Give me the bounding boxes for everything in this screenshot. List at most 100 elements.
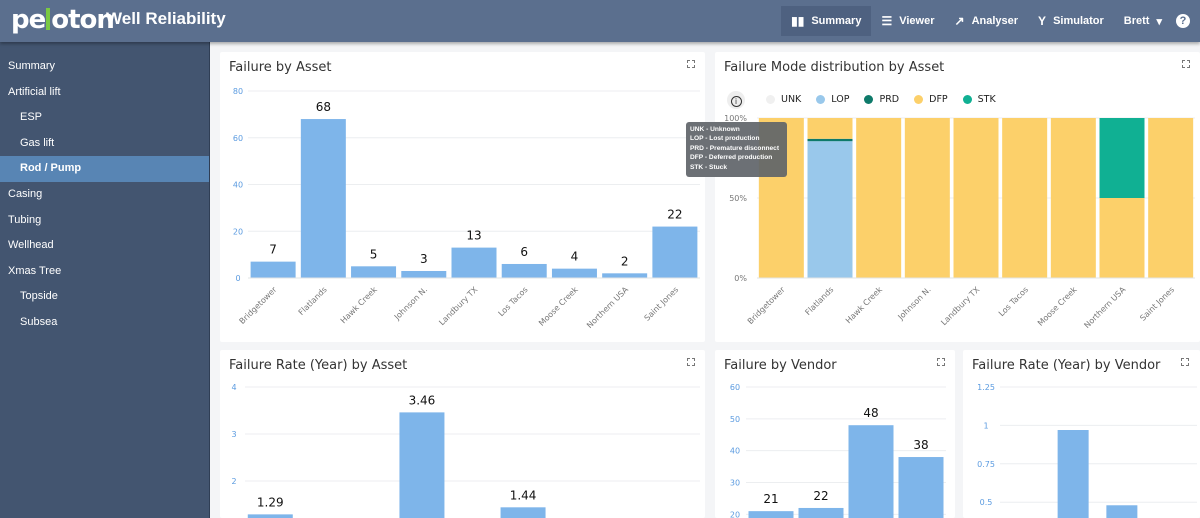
panel-title: Failure by Vendor [724, 358, 837, 373]
sidebar-item-wellhead[interactable]: Wellhead [8, 239, 54, 252]
x-tick-label: Johnson N. [392, 285, 429, 322]
bar [898, 457, 944, 518]
tooltip-line: LOP - Lost production [690, 135, 760, 143]
panel-title: Failure Rate (Year) by Asset [229, 358, 408, 373]
bar [451, 247, 497, 278]
legend-label: STK [977, 94, 996, 105]
nav-simulator[interactable]: Y Simulator [1028, 6, 1114, 36]
data-label: 3.46 [409, 393, 436, 407]
data-label: 13 [466, 229, 481, 243]
chart-0: 0 20 40 60 80 7 Bridgetower 68 Flatlands 5 Hawk Cr… [233, 87, 700, 330]
nav-viewer[interactable]: ☰ Viewer [871, 6, 944, 36]
expand-icon[interactable] [687, 60, 695, 68]
sidebar-item-summary[interactable]: Summary [8, 60, 56, 72]
help-icon[interactable]: ? [1176, 14, 1190, 28]
nav-analyser[interactable]: ↗ Analyser [945, 6, 1029, 36]
sidebar-item-artificial-lift[interactable]: Artificial lift [8, 85, 61, 98]
bar-chart-icon: ▮▮ [791, 14, 805, 28]
bar-segment-dfp [807, 118, 853, 139]
bar-segment-stk [1099, 118, 1145, 198]
legend-label: PRD [879, 94, 900, 105]
bar [1106, 505, 1138, 518]
expand-icon[interactable] [687, 358, 695, 366]
nav-label: Analyser [971, 15, 1019, 27]
x-tick-label: Bridgetower [238, 285, 279, 326]
sidebar-item-tubing[interactable]: Tubing [8, 213, 42, 226]
user-menu[interactable]: Brett ▾ [1114, 6, 1172, 36]
y-tick-label: 100% [724, 114, 747, 123]
y-tick-label: 1 [983, 421, 988, 430]
y-tick-label: 4 [231, 383, 236, 392]
sidebar-item-esp[interactable]: ESP [20, 111, 43, 124]
legend-item-unk[interactable]: UNK [766, 94, 801, 105]
x-tick-label: Landbury TX [939, 285, 982, 328]
bar [500, 507, 546, 518]
chart-3: 20 30 40 50 60 21 22 48 38 [730, 383, 946, 518]
nav-label: Simulator [1053, 15, 1104, 27]
legend-label: DFP [929, 94, 948, 105]
bar [401, 270, 447, 278]
expand-icon[interactable] [1182, 60, 1190, 68]
chart-2: 2 3 4 1.29 3.46 1.44 [231, 383, 700, 518]
peloton-logo[interactable]: pe oton [11, 5, 115, 35]
x-tick-label: Hawk Creek [339, 285, 379, 325]
bar [351, 266, 397, 278]
data-label: 5 [370, 247, 378, 261]
sidebar-item-topside[interactable]: Topside [20, 290, 58, 303]
list-icon: ☰ [881, 14, 893, 28]
x-tick-label: Landbury TX [437, 285, 480, 328]
panel-title: Failure by Asset [229, 60, 332, 75]
y-tick-label: 1.25 [977, 383, 995, 392]
x-tick-label: Northern USA [585, 285, 630, 330]
sidebar-item-rod-pump[interactable]: Rod / Pump [0, 156, 209, 182]
legend-dot [864, 95, 874, 104]
trend-icon: ↗ [954, 14, 965, 28]
bar [652, 226, 698, 278]
x-tick-label: Moose Creek [1036, 285, 1079, 328]
fork-icon: Y [1038, 14, 1047, 28]
bar [602, 273, 648, 278]
x-tick-label: Flatlands [297, 285, 329, 317]
legend: UNK LOP PRD DFP STK [766, 94, 996, 105]
tooltip-line: STK - Stuck [690, 163, 728, 171]
caret-down-icon: ▾ [1156, 15, 1162, 28]
expand-icon[interactable] [937, 358, 945, 366]
tooltip-line: UNK - Unknown [690, 126, 740, 133]
sidebar: Summary Artificial lift ESP Gas lift Rod / P… [0, 42, 210, 518]
legend-item-prd[interactable]: PRD [864, 94, 899, 105]
data-label: 38 [913, 438, 928, 452]
y-tick-label: 0.5 [980, 498, 993, 507]
nav-summary[interactable]: ▮▮ Summary [781, 6, 872, 36]
y-tick-label: 3 [231, 430, 236, 439]
bar-segment-dfp [1148, 118, 1194, 278]
bar-segment-dfp [953, 118, 999, 278]
sidebar-item-gas-lift[interactable]: Gas lift [20, 136, 55, 149]
data-label: 22 [667, 208, 682, 222]
y-tick-label: 20 [233, 227, 243, 236]
y-tick-label: 50% [729, 194, 747, 203]
data-label: 4 [571, 250, 579, 264]
panel-title: Failure Rate (Year) by Vendor [972, 358, 1161, 373]
legend-dot [914, 95, 924, 104]
legend-tooltip: UNK - Unknown LOP - Lost production PRD - … [686, 122, 787, 177]
legend-item-dfp[interactable]: DFP [914, 94, 948, 105]
bar [250, 261, 296, 278]
x-tick-label: Moose Creek [537, 285, 580, 328]
sidebar-item-subsea[interactable]: Subsea [20, 315, 58, 328]
legend-label: LOP [831, 94, 850, 105]
sidebar-item-xmas-tree[interactable]: Xmas Tree [8, 264, 62, 277]
bar-segment-dfp [1099, 198, 1145, 278]
bar [1057, 430, 1089, 518]
x-tick-label: Northern USA [1082, 285, 1127, 330]
chart-4: 0.5 0.75 1 1.25 [977, 383, 1197, 518]
data-label: 1.29 [257, 495, 284, 509]
expand-icon[interactable] [1181, 358, 1189, 366]
info-icon[interactable]: i [727, 91, 745, 109]
y-tick-label: 2 [231, 477, 236, 486]
bar-segment-dfp [1050, 118, 1096, 278]
bar-segment-dfp [1002, 118, 1048, 278]
legend-item-lop[interactable]: LOP [816, 94, 849, 105]
sidebar-item-casing[interactable]: Casing [8, 187, 43, 200]
bar [300, 119, 346, 278]
legend-item-stk[interactable]: STK [962, 94, 996, 105]
